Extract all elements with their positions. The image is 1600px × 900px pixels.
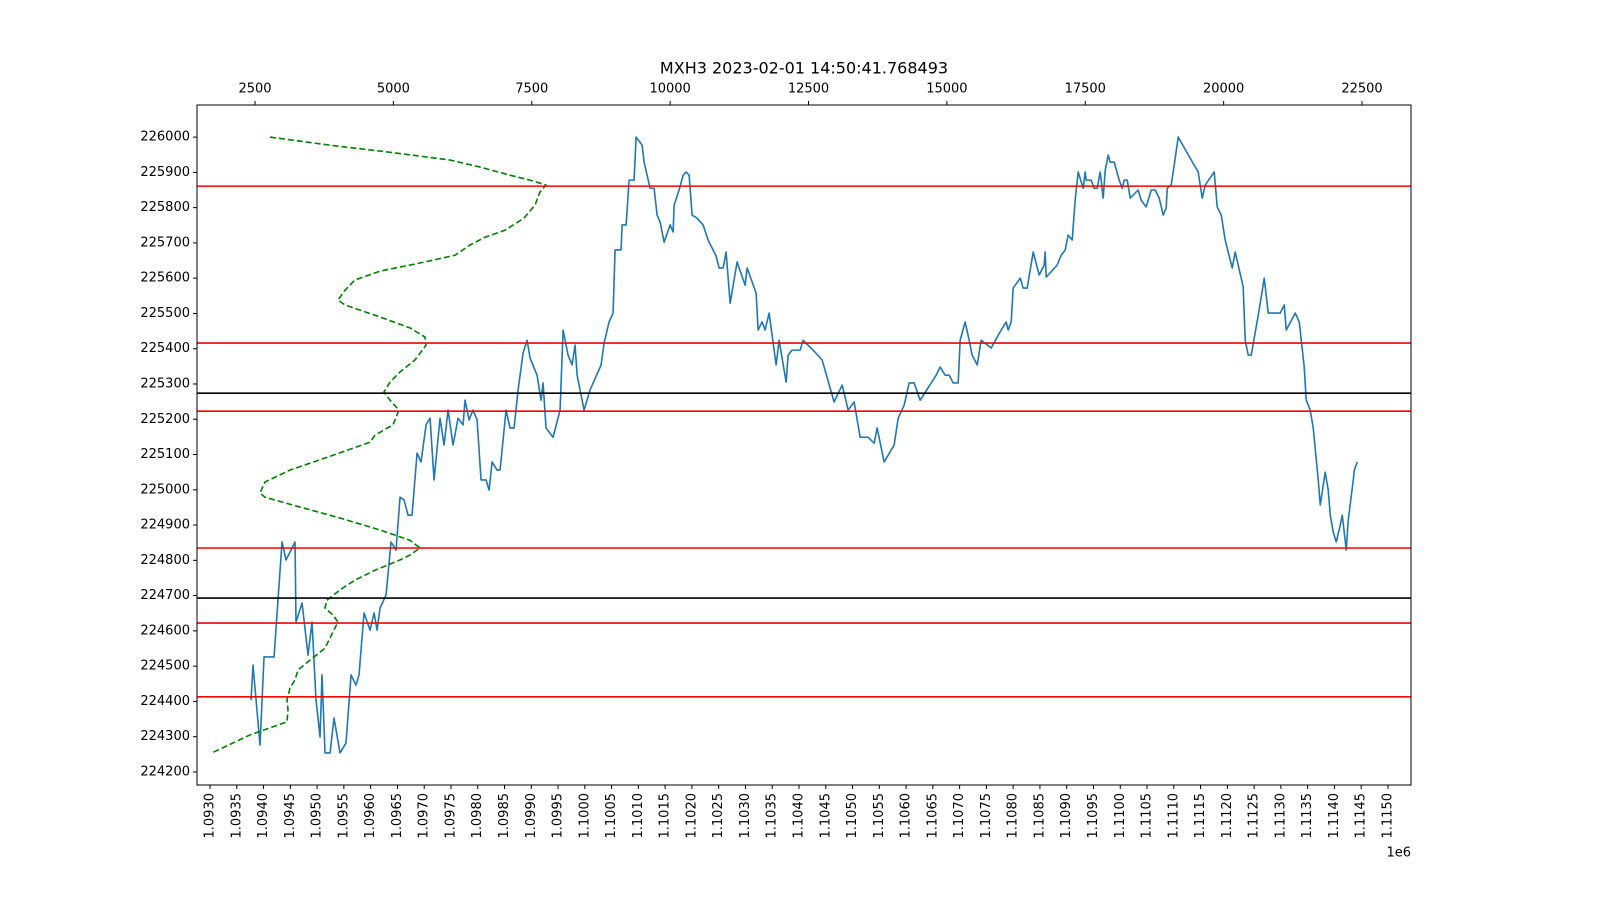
- y-tick-label: 225400: [140, 341, 190, 356]
- y-tick-label: 224400: [140, 694, 190, 709]
- x-tick-label: 1.1085: [1032, 793, 1047, 839]
- y-tick-label: 225300: [140, 376, 190, 391]
- x-tick-label: 1.1005: [604, 793, 619, 839]
- x-tick-label: 1.1105: [1140, 793, 1155, 839]
- x-tick-label: 1.1130: [1273, 793, 1288, 839]
- x-tick-label: 1.1090: [1059, 793, 1074, 839]
- price-line: [250, 136, 1359, 754]
- y-tick-label: 226000: [140, 130, 190, 145]
- x-tick-label: 1.1050: [845, 793, 860, 839]
- y-tick-label: 224700: [140, 588, 190, 603]
- x-tick-label: 1.0940: [256, 793, 271, 839]
- y-tick-label: 225200: [140, 412, 190, 427]
- x-tick-label: 1.0960: [363, 793, 378, 839]
- y-tick-label: 224500: [140, 659, 190, 674]
- x-tick-label: 1.1135: [1300, 793, 1315, 839]
- x-tick-label: 1.1065: [925, 793, 940, 839]
- x-tick-label: 1.0965: [390, 793, 405, 839]
- x2-tick-label: 20000: [1203, 82, 1244, 97]
- x-tick-label: 1.0990: [524, 793, 539, 839]
- y-tick-label: 224900: [140, 518, 190, 533]
- x-tick-label: 1.0950: [310, 793, 325, 839]
- x-tick-label: 1.1025: [711, 793, 726, 839]
- y-tick-label: 225500: [140, 306, 190, 321]
- x-tick-label: 1.1150: [1380, 793, 1395, 839]
- x-offset-label: 1e6: [1386, 846, 1411, 861]
- y-tick-label: 225700: [140, 235, 190, 250]
- x-tick-label: 1.1110: [1166, 793, 1181, 839]
- chart-title: MXH3 2023-02-01 14:50:41.768493: [660, 59, 948, 78]
- x-tick-label: 1.1125: [1247, 793, 1262, 839]
- x-tick-label: 1.1010: [631, 793, 646, 839]
- x-tick-label: 1.1030: [738, 793, 753, 839]
- y-tick-label: 224800: [140, 553, 190, 568]
- y-tick-label: 224300: [140, 729, 190, 744]
- x-tick-label: 1.1100: [1113, 793, 1128, 839]
- x-tick-label: 1.1040: [791, 793, 806, 839]
- x-tick-label: 1.1075: [979, 793, 994, 839]
- x2-tick-label: 5000: [377, 82, 410, 97]
- x2-tick-label: 15000: [926, 82, 967, 97]
- x2-tick-label: 7500: [515, 82, 548, 97]
- y-tick-label: 224200: [140, 764, 190, 779]
- x-tick-label: 1.1145: [1354, 793, 1369, 839]
- x-tick-label: 1.0980: [470, 793, 485, 839]
- x-tick-label: 1.0975: [443, 793, 458, 839]
- y-tick-label: 225000: [140, 482, 190, 497]
- x-tick-label: 1.1070: [952, 793, 967, 839]
- x-tick-label: 1.0970: [417, 793, 432, 839]
- x-tick-label: 1.0945: [283, 793, 298, 839]
- y-tick-label: 224600: [140, 623, 190, 638]
- x-tick-label: 1.1115: [1193, 793, 1208, 839]
- x-tick-label: 1.1035: [765, 793, 780, 839]
- x-tick-label: 1.0935: [229, 793, 244, 839]
- x2-tick-label: 22500: [1341, 82, 1382, 97]
- x-tick-label: 1.0930: [203, 793, 218, 839]
- x2-tick-label: 17500: [1065, 82, 1106, 97]
- profile-line: [211, 136, 547, 754]
- x-tick-label: 1.1055: [872, 793, 887, 839]
- x2-tick-label: 12500: [788, 82, 829, 97]
- x-tick-label: 1.1080: [1006, 793, 1021, 839]
- x-tick-label: 1.1060: [899, 793, 914, 839]
- x2-tick-label: 2500: [238, 82, 271, 97]
- x-tick-label: 1.1015: [658, 793, 673, 839]
- y-tick-label: 225800: [140, 200, 190, 215]
- y-tick-label: 225900: [140, 165, 190, 180]
- y-tick-label: 225600: [140, 271, 190, 286]
- plot-frame: [196, 104, 1412, 786]
- x-tick-label: 1.0955: [336, 793, 351, 839]
- x2-tick-label: 10000: [649, 82, 690, 97]
- x-tick-label: 1.0985: [497, 793, 512, 839]
- x-tick-label: 1.1140: [1327, 793, 1342, 839]
- y-tick-label: 225100: [140, 447, 190, 462]
- x-tick-label: 1.1045: [818, 793, 833, 839]
- x-tick-label: 1.1120: [1220, 793, 1235, 839]
- x-tick-label: 1.0995: [551, 793, 566, 839]
- x-tick-label: 1.1095: [1086, 793, 1101, 839]
- x-tick-label: 1.1000: [577, 793, 592, 839]
- x-tick-label: 1.1020: [684, 793, 699, 839]
